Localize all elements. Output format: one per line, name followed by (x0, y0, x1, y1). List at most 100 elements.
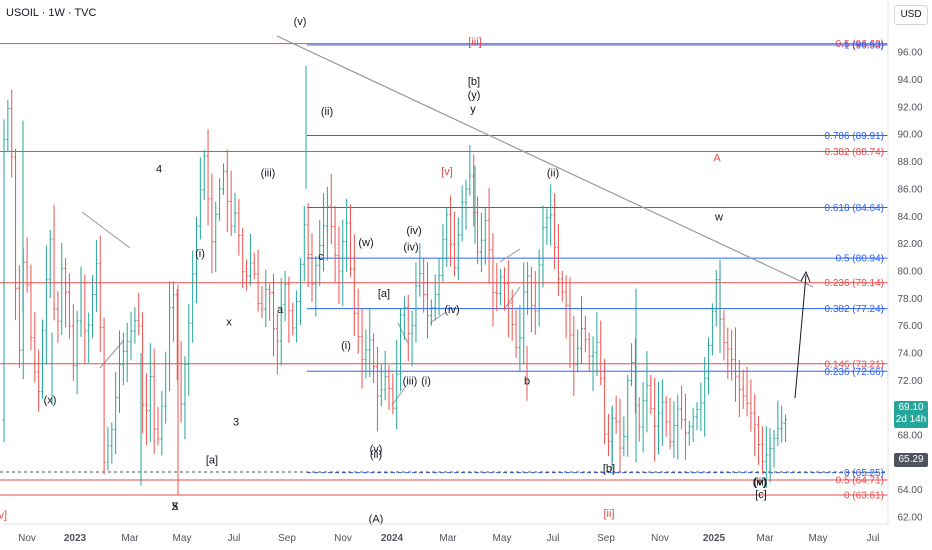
channel-line (429, 311, 447, 324)
fib-label-blue: 0.786 (89.91) (825, 131, 885, 142)
candle (699, 382, 703, 431)
candle (160, 390, 164, 456)
candle (275, 313, 279, 375)
x-tick-label: May (173, 533, 192, 544)
projection-arrow (794, 274, 807, 399)
candle (533, 271, 537, 335)
candle (757, 416, 760, 465)
wave-label: (ii) (370, 449, 382, 461)
wave-label: (i) (421, 375, 431, 387)
candle (68, 273, 71, 339)
currency-button[interactable]: USD (894, 5, 928, 25)
wave-label: (v) (754, 476, 767, 488)
candle (560, 270, 564, 302)
channel-line (81, 211, 131, 249)
candle (383, 350, 387, 401)
candle (510, 289, 514, 341)
candle (406, 294, 410, 362)
x-tick-label: Mar (439, 533, 457, 544)
candle (10, 89, 14, 178)
y-tick-label: 88.00 (897, 157, 922, 168)
candle (695, 402, 699, 431)
wave-label: [a] (206, 455, 218, 467)
candle (387, 365, 391, 410)
candle (368, 308, 372, 378)
candle (295, 290, 298, 343)
wave-label: [iii] (468, 36, 481, 48)
candle (487, 188, 491, 284)
candle (653, 377, 657, 462)
fib-label-blue: 0.618 (84.64) (825, 203, 885, 214)
fib-label-blue: 0.5 (80.94) (836, 254, 884, 265)
channel-line (397, 322, 409, 344)
candle (314, 256, 318, 317)
candle (206, 129, 210, 226)
candle (572, 315, 576, 396)
candle (764, 426, 768, 488)
candle (399, 308, 402, 392)
candle (645, 351, 649, 433)
candle (264, 269, 268, 328)
candle (364, 329, 368, 379)
candle (737, 359, 741, 418)
candle (29, 264, 33, 351)
candle (98, 235, 102, 353)
candle (676, 394, 680, 460)
candle (376, 346, 379, 432)
candle (545, 208, 549, 245)
y-tick-label: 94.00 (897, 75, 922, 86)
wave-labels: (v) [iii] [b] (y)y (ii) 4 (iii) (ii) A [v] w (iv) (w… (0, 16, 767, 526)
candle (183, 356, 187, 440)
candle (91, 274, 94, 338)
symbol-header: USOIL · 1W · TVC (6, 7, 97, 19)
candle (657, 382, 660, 455)
wave-label: x (226, 317, 232, 329)
candle (622, 416, 626, 457)
x-tick-label: 2024 (381, 533, 404, 544)
candle (564, 275, 568, 339)
candle (25, 237, 29, 293)
wave-label: (ii) (321, 106, 333, 118)
wave-label: [a] (378, 288, 390, 300)
candle (391, 373, 395, 415)
candle (168, 281, 171, 392)
candle (156, 407, 160, 446)
fib-label-red: 0.5 (64.71) (836, 475, 884, 486)
y-tick-label: 92.00 (897, 102, 922, 113)
candle (776, 400, 780, 447)
x-tick-label: May (493, 533, 512, 544)
candle (506, 260, 510, 338)
candle (449, 195, 452, 267)
wave-label: (ii) (547, 168, 559, 180)
last-price-badge: 69.10 2d 14h (894, 401, 928, 428)
candle (179, 340, 183, 423)
y-tick-label: 78.00 (897, 294, 922, 305)
candle (730, 329, 734, 381)
candle (37, 349, 41, 412)
x-tick-label: 2023 (64, 533, 87, 544)
candle (641, 382, 645, 453)
candle (464, 179, 468, 230)
candle (749, 379, 753, 432)
x-tick-label: May (809, 533, 828, 544)
candle (233, 192, 237, 234)
wave-label: (iii) (261, 168, 276, 180)
wave-label: [v] (441, 166, 453, 178)
channel-line (499, 248, 521, 263)
x-tick-label: Mar (121, 533, 139, 544)
candle (299, 258, 302, 326)
candle (345, 198, 349, 272)
candle (607, 414, 610, 457)
candle (433, 274, 437, 321)
candle (772, 430, 776, 468)
wave-label: (i) (341, 340, 351, 352)
candle (456, 217, 460, 280)
candle (379, 364, 383, 407)
candle (530, 266, 533, 333)
candle (707, 337, 710, 395)
candle (360, 308, 364, 389)
x-tick-label: 2025 (703, 533, 726, 544)
candle (395, 339, 399, 430)
candle (218, 178, 221, 221)
